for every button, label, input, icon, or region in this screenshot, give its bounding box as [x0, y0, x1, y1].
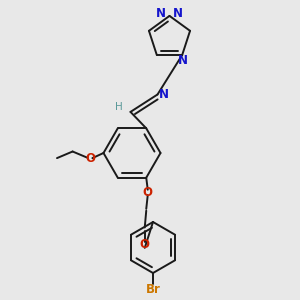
Text: H: H [115, 102, 123, 112]
Text: N: N [159, 88, 169, 101]
Text: O: O [140, 238, 150, 251]
Text: N: N [178, 54, 188, 67]
Text: O: O [85, 152, 95, 166]
Text: O: O [143, 186, 153, 199]
Text: N: N [156, 7, 166, 20]
Text: N: N [173, 7, 183, 20]
Text: Br: Br [146, 283, 160, 296]
